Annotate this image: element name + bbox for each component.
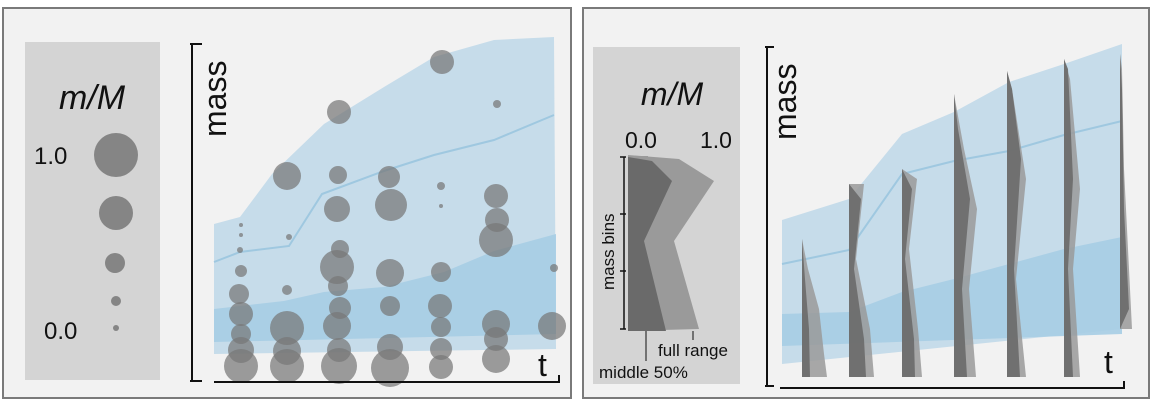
right-x-axis-label: t <box>1104 344 1113 380</box>
mass-circle <box>439 204 443 208</box>
mass-circle <box>437 182 445 190</box>
legend-bins-label: mass bins <box>599 213 618 290</box>
mass-circle <box>429 355 453 379</box>
mass-circle <box>235 265 247 277</box>
left-y-axis-label: mass <box>197 61 233 137</box>
mass-circle <box>371 349 409 387</box>
violin-middle <box>802 239 810 377</box>
mass-circle <box>327 100 351 124</box>
mass-circle <box>320 250 354 284</box>
mass-circle <box>378 166 400 188</box>
mass-circle <box>329 297 351 319</box>
mass-circle <box>228 337 254 363</box>
legend-circle-size-3 <box>105 253 125 273</box>
mass-circle <box>286 234 292 240</box>
right-violins <box>802 54 1132 377</box>
left-figure: m/M 1.0 0.0 mass t <box>25 37 566 387</box>
legend-circle-size-4 <box>111 296 121 306</box>
mass-circle <box>282 285 292 295</box>
mass-circle <box>479 223 513 257</box>
left-middle-band <box>214 234 556 342</box>
mass-circle <box>229 284 249 304</box>
legend-circle-size-2 <box>99 196 133 230</box>
right-legend-tick-min: 0.0 <box>625 127 657 153</box>
mass-circle <box>375 189 407 221</box>
left-x-axis-label: t <box>538 347 547 383</box>
right-panel: m/M 0.0 1.0 mass bins full range middle … <box>582 7 1150 399</box>
violin-middle <box>849 184 866 377</box>
mass-circle <box>431 262 451 282</box>
violin-middle <box>954 94 970 377</box>
legend-middle-label: middle 50% <box>599 363 688 382</box>
mass-circle <box>239 233 243 237</box>
right-figure: m/M 0.0 1.0 mass bins full range middle … <box>593 44 1132 389</box>
mass-circle <box>270 311 304 345</box>
legend-circle-size-5 <box>113 325 119 331</box>
left-legend-title: m/M <box>59 79 126 117</box>
mass-circle <box>430 338 452 360</box>
left-legend-box <box>25 42 160 380</box>
mass-circle <box>273 337 301 365</box>
mass-circle <box>331 240 349 258</box>
mass-circle <box>376 259 404 287</box>
right-legend-title: m/M <box>641 76 704 112</box>
legend-middle-shape <box>628 157 672 331</box>
mass-circle <box>430 50 454 74</box>
mass-circle <box>484 184 508 208</box>
right-legend-tick-max: 1.0 <box>700 127 732 153</box>
mass-circle <box>323 312 351 340</box>
mass-circle <box>485 208 509 232</box>
left-legend-max-label: 1.0 <box>34 143 67 170</box>
violin-middle <box>1007 71 1021 377</box>
mass-circle <box>324 196 350 222</box>
mass-circle <box>377 334 403 360</box>
violin-middle <box>1120 54 1129 329</box>
mass-circle <box>327 338 351 362</box>
mass-circle <box>550 264 558 272</box>
left-legend-min-label: 0.0 <box>44 318 77 345</box>
mass-circle <box>231 324 251 344</box>
mass-circle <box>273 162 301 190</box>
violin-middle <box>1064 59 1073 377</box>
mass-circle <box>482 310 510 338</box>
mass-circle <box>329 166 347 184</box>
mass-circle <box>538 312 566 340</box>
right-y-axis-label: mass <box>767 64 803 140</box>
left-median-line <box>213 114 555 263</box>
mass-circle <box>229 302 253 326</box>
mass-circle <box>482 345 510 373</box>
left-circles <box>224 50 566 387</box>
legend-full-range-label: full range <box>658 341 728 360</box>
legend-circle-size-1 <box>94 133 138 177</box>
mass-circle <box>428 294 452 318</box>
violin-middle <box>902 169 915 377</box>
mass-circle <box>431 317 451 337</box>
mass-circle <box>239 223 243 227</box>
mass-circle <box>493 100 501 108</box>
mass-circle <box>237 247 243 253</box>
left-panel: m/M 1.0 0.0 mass t <box>2 7 572 399</box>
mass-circle <box>380 296 400 316</box>
